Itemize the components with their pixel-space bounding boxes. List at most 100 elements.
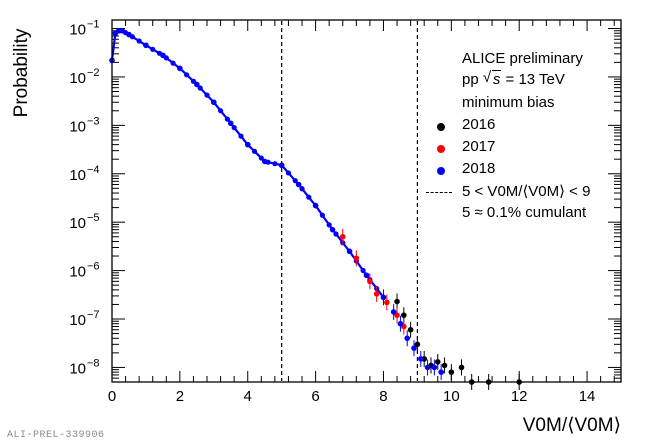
data-curve [110, 29, 385, 299]
point-2018 [160, 52, 166, 59]
point-2017 [339, 233, 346, 240]
legend-energy: pp √ s = 13 TeV [462, 69, 565, 88]
y-tick-label: 10 [69, 22, 86, 39]
y-tick-label: 10 [69, 215, 86, 232]
point-2018 [126, 31, 132, 38]
y-tick-label: 10 [69, 70, 86, 87]
point-2016 [394, 298, 400, 305]
y-tick-label: 10 [69, 312, 86, 329]
point-2018 [211, 99, 217, 106]
point-2018-dense [285, 170, 292, 176]
point-2018-dense [184, 72, 190, 78]
point-2016 [458, 364, 465, 371]
legend-trigger: minimum bias [462, 94, 555, 111]
point-2018 [119, 27, 125, 34]
point-2016 [414, 341, 421, 348]
axis-ticks [111, 20, 621, 382]
legend-entry-2017: 2017 [462, 138, 496, 155]
legend-cumulant: 5 ≈ 0.1% cumulant [462, 204, 587, 221]
point-2018 [278, 162, 285, 169]
x-tick-label: 8 [379, 388, 387, 405]
point-2016 [448, 369, 455, 375]
legend-range: 5 < V0M/⟨V0M⟩ < 9 [462, 183, 591, 200]
point-2018 [397, 320, 404, 327]
point-2018 [438, 369, 444, 375]
point-2018-dense [326, 222, 332, 228]
y-tick-exponent: −1 [87, 19, 100, 31]
point-2018 [177, 65, 183, 72]
y-tick-label: 10 [69, 118, 86, 135]
reference-lines [281, 21, 418, 381]
point-2018-dense [190, 78, 197, 84]
point-2018 [417, 356, 424, 362]
legend-marker-2018 [437, 167, 445, 175]
point-2018 [380, 294, 387, 301]
point-2018-dense [251, 148, 258, 154]
x-tick-label: 12 [511, 388, 528, 405]
point-2016 [434, 359, 441, 365]
y-tick-exponent: −4 [87, 164, 100, 176]
point-2017 [367, 278, 373, 285]
point-2018 [244, 141, 251, 148]
y-tick-label: 10 [69, 167, 86, 184]
point-2018 [312, 202, 319, 209]
point-2018 [390, 309, 397, 315]
point-2017 [373, 291, 380, 297]
point-2018-dense [360, 267, 366, 274]
y-tick-label: 10 [69, 360, 86, 377]
x-tick-label: 0 [108, 388, 116, 405]
x-tick-label: 14 [579, 388, 596, 405]
point-2018-dense [333, 231, 339, 237]
point-2018-dense [197, 85, 203, 91]
legend-title: ALICE preliminary [462, 50, 583, 67]
x-tick-label: 10 [443, 388, 460, 405]
point-2018-dense [217, 108, 224, 114]
point-2018-dense [258, 155, 264, 161]
preliminary-tag: ALI-PREL-339906 [7, 430, 105, 441]
point-2018 [227, 120, 234, 127]
point-2018-dense [238, 133, 244, 139]
point-2016 [441, 362, 448, 369]
point-2018 [143, 42, 149, 49]
point-2018-dense [231, 125, 237, 131]
point-2018 [363, 272, 370, 279]
y-tick-exponent: −8 [87, 357, 100, 369]
plot-frame [111, 19, 622, 383]
point-2018-dense [224, 116, 230, 122]
point-2018 [346, 248, 353, 255]
x-tick-label: 2 [176, 388, 184, 405]
y-axis-label: Probability [11, 28, 32, 118]
legend-dashed-line [426, 192, 452, 193]
point-2018-dense [150, 46, 156, 52]
point-2018-dense [292, 178, 298, 184]
point-2018 [431, 364, 438, 371]
legend-entry-2018: 2018 [462, 160, 496, 177]
point-2018-dense [272, 161, 278, 167]
legend-entry-2016: 2016 [462, 116, 496, 133]
point-2018-dense [170, 60, 176, 66]
point-2018 [404, 335, 411, 342]
y-tick-exponent: −2 [87, 67, 100, 79]
point-2018 [295, 181, 302, 188]
point-2016 [401, 312, 407, 318]
sqrt-s: √ s [482, 69, 502, 88]
curve-2018 [110, 29, 385, 299]
y-tick-exponent: −3 [87, 115, 100, 127]
point-2018 [329, 226, 336, 233]
x-tick-label: 6 [311, 388, 319, 405]
point-2018-dense [136, 38, 142, 44]
legend-marker-2017 [437, 145, 445, 153]
y-tick-exponent: −7 [87, 309, 100, 321]
curve-2016 [111, 30, 384, 298]
x-axis-label: V0M/⟨V0M⟩ [522, 415, 621, 436]
point-2018-dense [204, 92, 210, 98]
data-points [109, 27, 522, 391]
y-tick-exponent: −5 [87, 212, 100, 224]
point-2018 [411, 345, 417, 351]
x-tick-label: 4 [244, 388, 252, 405]
legend-marker-2016 [437, 123, 445, 131]
point-2016 [407, 326, 414, 333]
point-2018 [261, 158, 268, 165]
